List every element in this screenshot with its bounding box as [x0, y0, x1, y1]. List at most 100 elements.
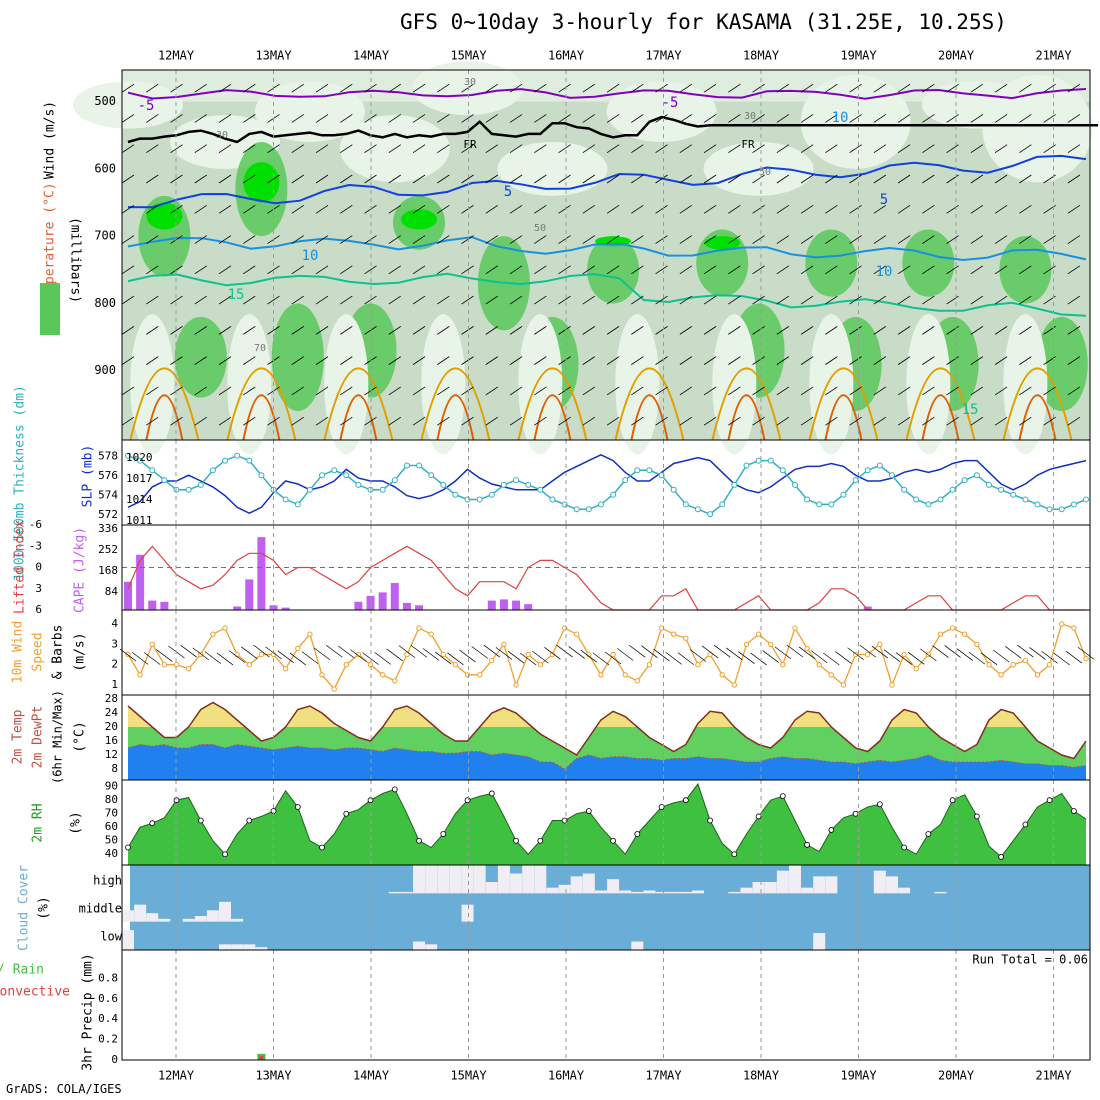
cloud-block-high: [874, 871, 886, 894]
wind-speed-point: [720, 673, 724, 677]
rh2m-point: [295, 804, 300, 809]
contour-label: 15: [228, 287, 245, 303]
wind-speed-point: [162, 663, 166, 667]
thickness-line-point: [635, 468, 640, 473]
cloud-block-high: [401, 892, 413, 893]
y-tick-mb: 600: [94, 161, 116, 175]
ylabel-celsius: (°C): [73, 721, 88, 752]
cloud-block-middle: [231, 919, 243, 922]
wind-speed-point: [890, 683, 894, 687]
wind-speed-point: [344, 663, 348, 667]
cloud-block-middle: [158, 919, 170, 922]
panel-bg-precip: [122, 950, 1090, 1060]
x-label-top: 17MAY: [645, 49, 682, 63]
wind-speed-point: [296, 646, 300, 650]
y-tick-thickness: 578: [98, 450, 118, 463]
rh2m-point: [1023, 822, 1028, 827]
x-label-top: 20MAY: [938, 49, 975, 63]
cloud-block-high: [425, 865, 437, 893]
y-tick-temp: 20: [105, 720, 118, 733]
cloud-block-high: [680, 892, 692, 893]
contour-label: FR: [741, 138, 755, 151]
thickness-line-point: [295, 502, 300, 507]
wind-speed-point: [635, 679, 639, 683]
wind-speed-point: [235, 652, 239, 656]
rh-surface-dry-area: [518, 314, 562, 454]
y-tick-cloud: low: [100, 930, 122, 944]
thickness-line-point: [1084, 497, 1089, 502]
x-label-top: 19MAY: [840, 49, 877, 63]
rh2m-point: [877, 802, 882, 807]
cloud-block-high: [389, 892, 401, 893]
x-label-bottom: 16MAY: [548, 1069, 585, 1083]
thickness-line-point: [829, 502, 834, 507]
y-tick-li: 0: [35, 561, 42, 574]
thickness-line-point: [283, 497, 288, 502]
rh2m-point: [247, 818, 252, 823]
thickness-line-point: [247, 458, 252, 463]
x-label-top: 12MAY: [158, 49, 195, 63]
rh2m-point: [611, 838, 616, 843]
wind-speed-point: [247, 663, 251, 667]
rh2m-point: [223, 852, 228, 857]
cloud-block-high: [789, 865, 801, 893]
thickness-line-point: [780, 468, 785, 473]
cloud-block-high: [656, 892, 668, 893]
wind-speed-point: [429, 632, 433, 636]
thickness-line-point: [586, 507, 591, 512]
x-label-top: 21MAY: [1035, 49, 1072, 63]
wind-speed-point: [1084, 656, 1088, 660]
ylabel-10m-wind: 10m Wind: [11, 621, 26, 684]
thickness-line-point: [756, 458, 761, 463]
wind-speed-point: [478, 673, 482, 677]
x-label-bottom: 21MAY: [1035, 1069, 1072, 1083]
x-label-top: 15MAY: [450, 49, 487, 63]
rh2m-point: [829, 827, 834, 832]
rh2m-point: [708, 818, 713, 823]
thickness-line-point: [865, 468, 870, 473]
contour-label: 30: [216, 130, 228, 141]
thickness-line-point: [526, 482, 531, 487]
y-tick-precip: 0: [111, 1053, 118, 1066]
thickness-line-point: [1023, 497, 1028, 502]
wind-speed-point: [829, 673, 833, 677]
cloud-block-high: [607, 879, 619, 893]
y-tick-rh: 60: [105, 820, 118, 833]
y-tick-slp: 1014: [126, 493, 153, 506]
y-tick-rh: 70: [105, 807, 118, 820]
wind-speed-point: [805, 646, 809, 650]
y-tick-wind: 4: [111, 617, 118, 630]
rh2m-point: [999, 854, 1004, 859]
cape-bar: [391, 583, 399, 610]
ylabel-speed: Speed: [31, 632, 46, 671]
cloud-block-low: [631, 942, 643, 951]
wind-speed-point: [320, 673, 324, 677]
rh2m-point: [198, 818, 203, 823]
cloud-block-middle: [462, 905, 474, 922]
wind-speed-point: [308, 632, 312, 636]
y-tick-li: 3: [35, 582, 42, 595]
x-label-bottom: 14MAY: [353, 1069, 390, 1083]
cloud-block-high: [643, 891, 655, 894]
thickness-line-point: [162, 478, 167, 483]
y-tick-temp: 8: [111, 762, 118, 775]
thickness-line-point: [307, 487, 312, 492]
wind-speed-point: [611, 652, 615, 656]
thickness-line-point: [732, 482, 737, 487]
y-tick-li: 6: [35, 603, 42, 616]
x-label-top: 16MAY: [548, 49, 585, 63]
wind-speed-point: [732, 683, 736, 687]
wind-speed-point: [672, 632, 676, 636]
y-tick-cape: 84: [105, 585, 119, 598]
contour-label: 10: [876, 264, 893, 280]
wind-speed-point: [999, 673, 1003, 677]
thickness-line-point: [501, 482, 506, 487]
wind-speed-point: [987, 663, 991, 667]
ylabel-2m-rh: 2m RH: [31, 803, 46, 842]
contour-label: 50: [534, 223, 546, 234]
wind-speed-point: [744, 642, 748, 646]
rh2m-point: [344, 811, 349, 816]
rh2m-point: [635, 831, 640, 836]
legend-convective: Convective: [0, 985, 70, 1000]
rh2m-point: [902, 845, 907, 850]
